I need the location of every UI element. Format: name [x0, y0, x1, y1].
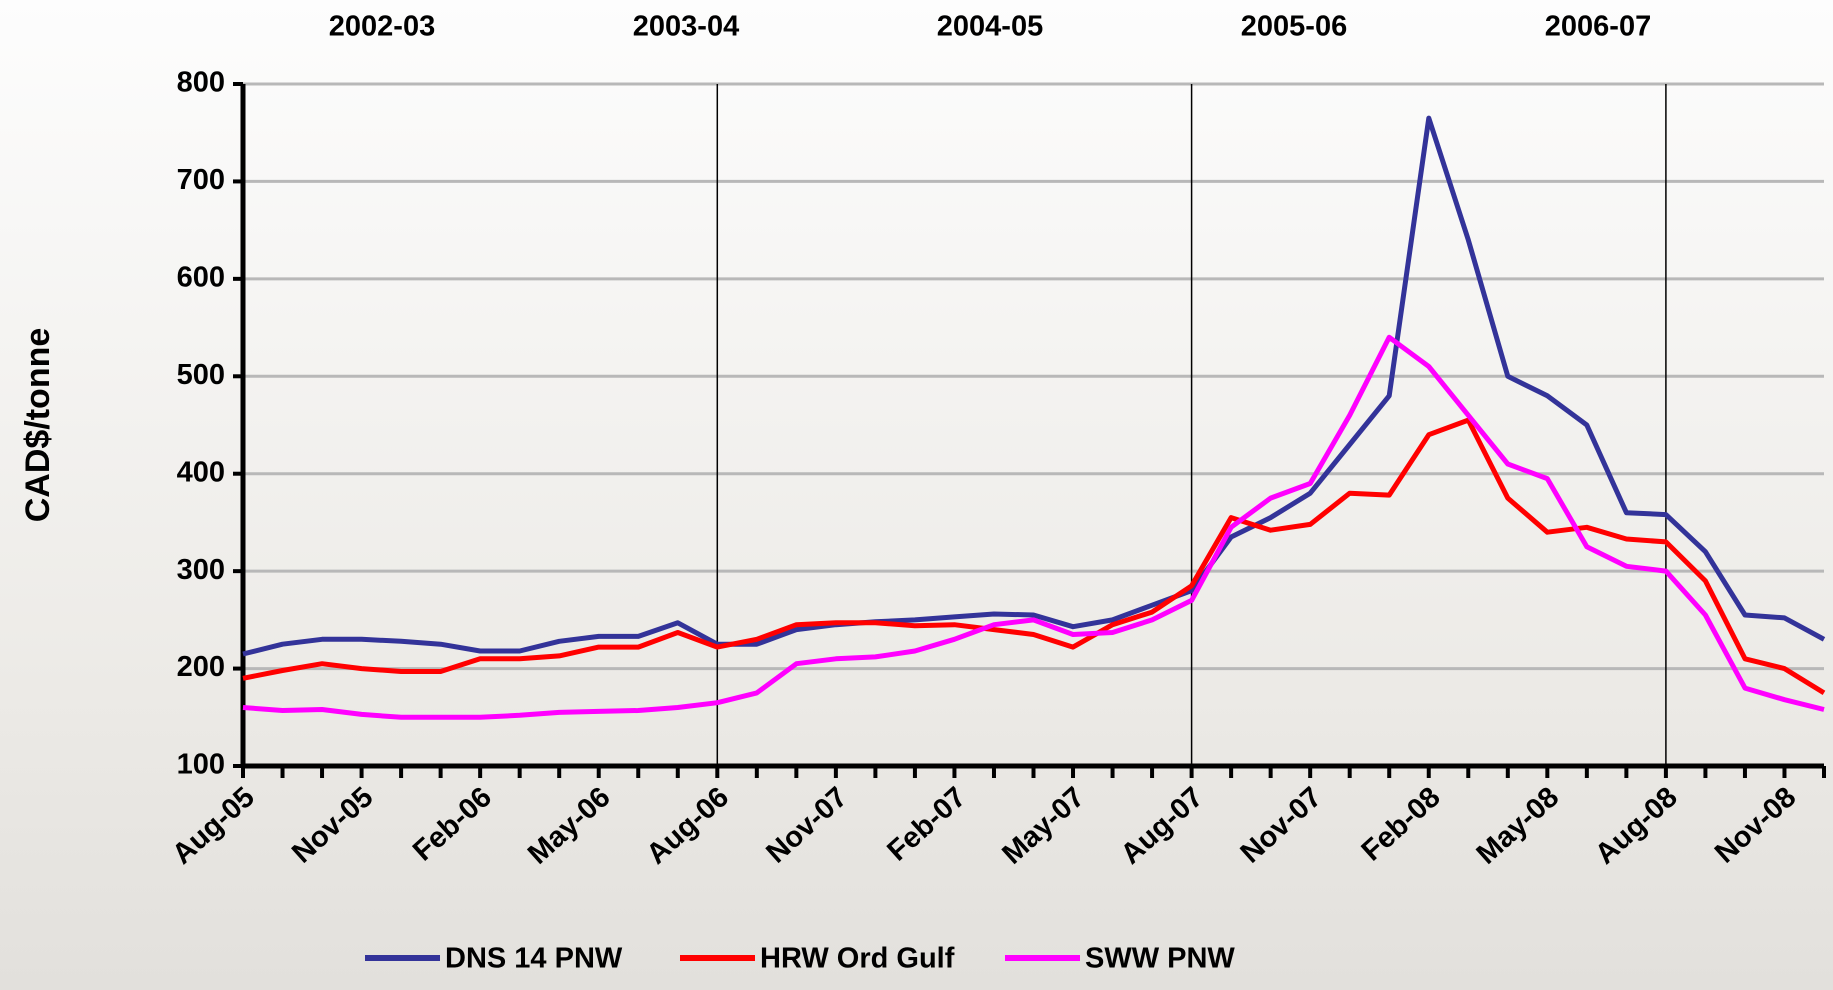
legend-label: HRW Ord Gulf	[760, 943, 955, 975]
y-tick-label: 200	[177, 651, 225, 683]
season-label: 2006-07	[1545, 11, 1651, 43]
x-tick-label: Feb-07	[881, 781, 972, 867]
y-tick-label: 800	[177, 67, 225, 99]
legend-label: DNS 14 PNW	[445, 943, 623, 975]
season-label: 2004-05	[937, 11, 1043, 43]
y-tick-label: 100	[177, 749, 225, 781]
season-label: 2005-06	[1241, 11, 1347, 43]
y-tick-label: 300	[177, 554, 225, 586]
series-line	[242, 334, 1825, 720]
x-tick-label: Nov-07	[760, 781, 853, 869]
season-label: 2002-03	[329, 11, 435, 43]
x-tick-label: Nov-08	[1709, 781, 1802, 869]
season-label: 2003-04	[633, 11, 739, 43]
y-tick-label: 700	[177, 164, 225, 196]
x-tick-label: Aug-08	[1589, 781, 1683, 871]
x-tick-label: Aug-06	[641, 781, 735, 871]
x-tick-label: Feb-06	[407, 781, 498, 867]
x-tick-label: Aug-07	[1115, 781, 1209, 871]
x-tick-label: Aug-05	[166, 781, 260, 871]
x-tick-label: May-08	[1471, 781, 1565, 871]
y-tick-label: 600	[177, 262, 225, 294]
x-tick-label: May-07	[996, 781, 1090, 871]
y-axis-label: CAD$/tonne	[19, 328, 57, 523]
x-tick-label: Nov-07	[1235, 781, 1328, 869]
x-tick-label: Feb-08	[1356, 781, 1447, 867]
series-line	[242, 115, 1826, 657]
x-tick-label: May-06	[522, 781, 616, 871]
legend-label: SWW PNW	[1085, 943, 1235, 975]
x-tick-label: Nov-05	[286, 781, 379, 869]
series-line	[242, 417, 1826, 696]
y-tick-label: 500	[177, 359, 225, 391]
y-tick-label: 400	[177, 456, 225, 488]
